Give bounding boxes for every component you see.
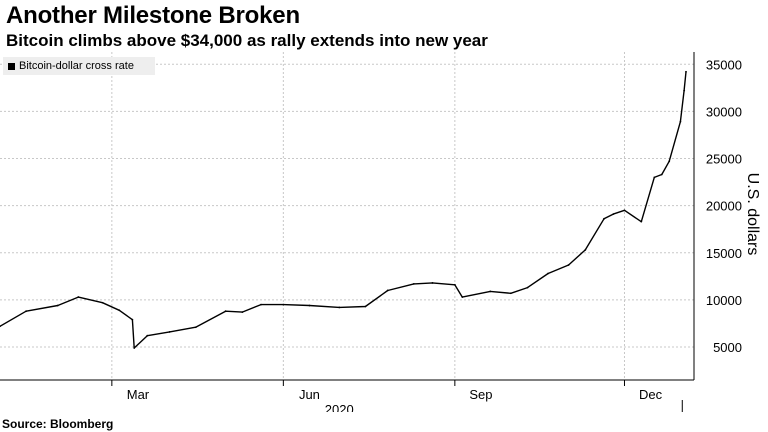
y-axis-ticks: 5000 10000 15000 20000 25000 30000 35000 xyxy=(706,57,742,355)
data-point xyxy=(25,310,27,313)
data-point xyxy=(194,326,197,329)
series-layer xyxy=(0,70,687,349)
x-year-label: 2020 xyxy=(325,402,354,412)
y-tick-label: 30000 xyxy=(706,104,742,119)
data-point xyxy=(241,311,244,314)
data-point xyxy=(509,292,512,295)
data-point xyxy=(679,120,682,123)
source-note: Source: Bloomberg xyxy=(2,417,114,431)
data-point xyxy=(338,306,341,309)
data-point xyxy=(146,334,149,337)
data-point xyxy=(612,213,615,216)
data-point xyxy=(547,272,549,275)
data-point xyxy=(282,303,285,306)
data-point xyxy=(453,283,456,286)
legend: Bitcoin-dollar cross rate xyxy=(3,57,155,75)
data-point xyxy=(685,70,687,73)
data-point xyxy=(101,301,104,304)
data-point xyxy=(56,304,59,307)
data-point xyxy=(133,347,136,349)
data-point xyxy=(526,286,529,289)
data-point xyxy=(603,217,605,220)
grid-lines xyxy=(0,52,694,380)
x-tick-label: Jun xyxy=(299,387,320,402)
data-point xyxy=(131,318,134,321)
y-tick-label: 15000 xyxy=(706,246,742,261)
data-point xyxy=(640,220,643,223)
data-point xyxy=(77,296,80,298)
axes xyxy=(0,52,695,381)
data-point xyxy=(683,89,686,92)
data-point xyxy=(412,282,415,285)
data-point xyxy=(489,290,492,293)
data-point xyxy=(668,160,671,163)
y-tick-label: 35000 xyxy=(706,57,742,72)
y-axis-label: U.S. dollars xyxy=(744,172,761,256)
data-point xyxy=(584,249,587,251)
chart-title: Another Milestone Broken xyxy=(6,2,300,29)
x-tick-label: Mar xyxy=(127,387,150,402)
data-point xyxy=(431,282,434,284)
y-tick-label: 10000 xyxy=(706,293,742,308)
data-point xyxy=(386,289,389,292)
y-tick-label: 20000 xyxy=(706,199,742,214)
data-point xyxy=(653,176,656,179)
data-point xyxy=(623,209,626,212)
data-point xyxy=(461,296,464,298)
data-point xyxy=(364,305,367,308)
x-tick-label: Dec xyxy=(639,387,663,402)
y-tick-label: 25000 xyxy=(706,152,742,167)
x-axis-ticks: Mar Jun Sep Dec 2020 xyxy=(111,380,683,412)
data-point xyxy=(224,310,227,313)
series-line-bitcoin xyxy=(0,71,687,349)
data-point xyxy=(567,264,570,266)
data-point xyxy=(0,325,1,328)
data-point xyxy=(660,173,663,176)
x-tick-label: Sep xyxy=(469,387,492,402)
data-point xyxy=(308,304,311,307)
data-point xyxy=(260,303,262,306)
legend-swatch xyxy=(8,62,15,70)
line-chart: Mar Jun Sep Dec 2020 5000 10000 15000 20000 2500… xyxy=(0,52,742,412)
chart-subtitle: Bitcoin climbs above $34,000 as rally ex… xyxy=(6,31,488,50)
y-tick-label: 5000 xyxy=(713,340,742,355)
data-point xyxy=(118,309,121,312)
data-point xyxy=(168,331,171,333)
legend-label: Bitcoin-dollar cross rate xyxy=(19,60,134,72)
